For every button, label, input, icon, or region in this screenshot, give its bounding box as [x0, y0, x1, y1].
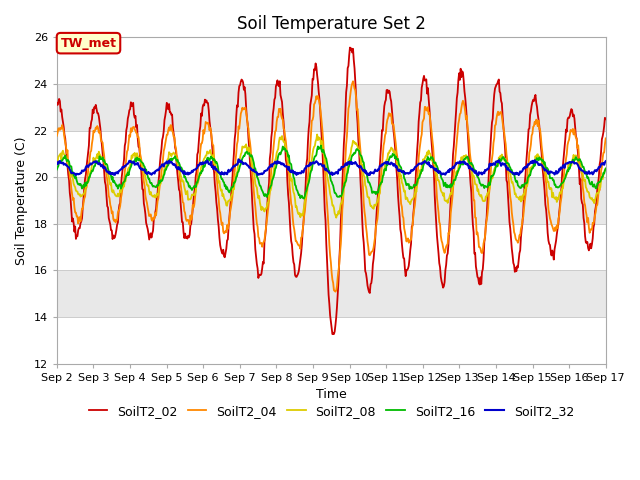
SoilT2_16: [317, 143, 324, 148]
SoilT2_04: [602, 135, 609, 141]
SoilT2_04: [175, 165, 183, 170]
Bar: [57, 224, 605, 270]
SoilT2_08: [175, 164, 183, 169]
Legend: SoilT2_02, SoilT2_04, SoilT2_08, SoilT2_16, SoilT2_32: SoilT2_02, SoilT2_04, SoilT2_08, SoilT2_…: [83, 400, 579, 423]
Bar: [57, 131, 605, 177]
SoilT2_04: [415, 147, 423, 153]
SoilT2_32: [204, 159, 212, 165]
Line: SoilT2_02: SoilT2_02: [57, 48, 605, 334]
SoilT2_08: [602, 166, 609, 172]
SoilT2_02: [328, 331, 336, 337]
SoilT2_02: [346, 45, 354, 50]
Bar: [57, 84, 605, 131]
Line: SoilT2_16: SoilT2_16: [57, 145, 605, 199]
SoilT2_02: [415, 110, 423, 116]
Line: SoilT2_08: SoilT2_08: [57, 134, 605, 217]
SoilT2_04: [349, 78, 357, 84]
SoilT2_04: [399, 215, 407, 221]
SoilT2_08: [332, 215, 340, 220]
Title: Soil Temperature Set 2: Soil Temperature Set 2: [237, 15, 426, 33]
Bar: [57, 177, 605, 224]
Bar: [57, 37, 605, 84]
Line: SoilT2_32: SoilT2_32: [57, 159, 605, 175]
SoilT2_02: [175, 187, 183, 192]
SoilT2_32: [120, 165, 127, 170]
SoilT2_08: [63, 156, 70, 161]
SoilT2_32: [415, 161, 422, 167]
SoilT2_08: [399, 185, 407, 191]
SoilT2_16: [415, 175, 423, 180]
SoilT2_16: [53, 167, 61, 172]
X-axis label: Time: Time: [316, 388, 347, 401]
SoilT2_16: [63, 158, 70, 164]
SoilT2_32: [235, 156, 243, 162]
SoilT2_16: [602, 166, 609, 171]
SoilT2_02: [63, 156, 70, 161]
SoilT2_16: [120, 180, 127, 185]
Bar: [57, 317, 605, 364]
SoilT2_32: [474, 172, 482, 178]
SoilT2_16: [204, 155, 212, 160]
SoilT2_02: [399, 255, 407, 261]
SoilT2_32: [399, 169, 406, 175]
SoilT2_32: [602, 158, 609, 164]
SoilT2_04: [332, 289, 339, 295]
Bar: [57, 270, 605, 317]
SoilT2_04: [63, 150, 70, 156]
SoilT2_04: [120, 181, 127, 187]
SoilT2_08: [415, 173, 423, 179]
Line: SoilT2_04: SoilT2_04: [57, 81, 605, 292]
SoilT2_08: [120, 180, 127, 186]
SoilT2_02: [204, 100, 212, 106]
SoilT2_32: [175, 167, 183, 172]
SoilT2_04: [53, 133, 61, 139]
SoilT2_08: [53, 159, 61, 165]
SoilT2_08: [204, 150, 212, 156]
SoilT2_04: [204, 120, 212, 125]
Text: TW_met: TW_met: [61, 36, 116, 49]
Y-axis label: Soil Temperature (C): Soil Temperature (C): [15, 136, 28, 265]
SoilT2_08: [314, 132, 321, 137]
SoilT2_02: [602, 116, 609, 122]
SoilT2_16: [175, 160, 183, 166]
SoilT2_32: [63, 162, 70, 168]
SoilT2_16: [399, 170, 407, 176]
SoilT2_32: [53, 160, 61, 166]
SoilT2_02: [53, 100, 61, 106]
SoilT2_16: [300, 196, 307, 202]
SoilT2_02: [120, 163, 127, 169]
